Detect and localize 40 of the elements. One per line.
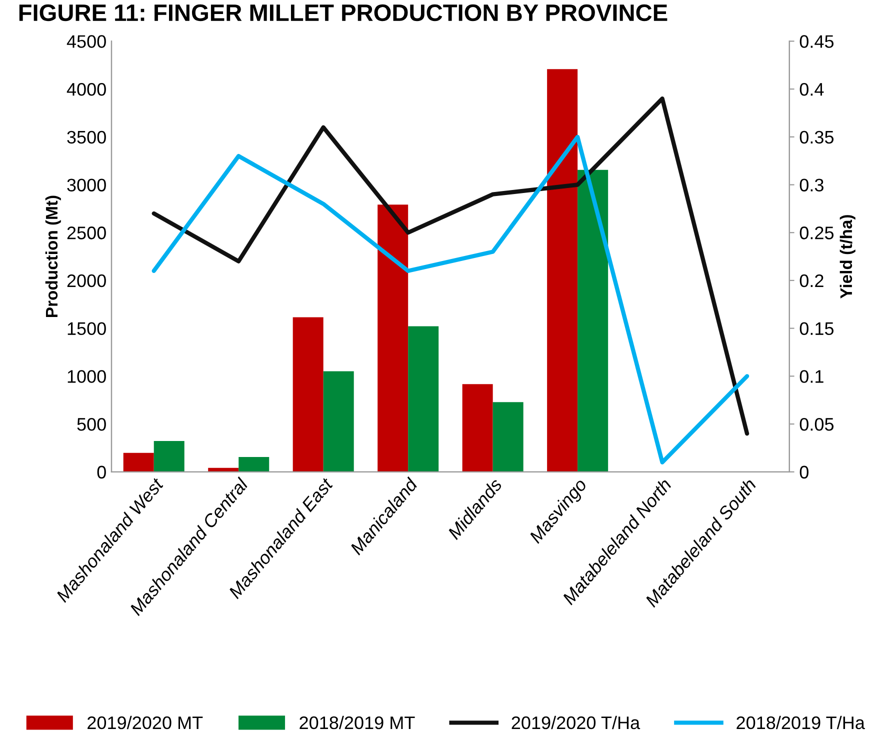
legend-label: 2018/2019 T/Ha [736,716,865,730]
legend-label: 2018/2019 MT [300,716,415,730]
bar [123,452,154,472]
y-axis-title: Production (Mt) [45,196,61,317]
bar [547,69,578,472]
y2-tick-label: 0.1 [800,370,824,383]
y-tick-label: 4000 [66,82,106,96]
bar [462,384,493,472]
y2-tick-label: 0.15 [800,322,834,336]
line-series [152,134,750,464]
y-tick-label: 4500 [66,35,106,48]
y2-tick-label: 0.3 [800,178,824,192]
bar [408,326,439,472]
y-tick-label: 2500 [67,226,106,240]
y2-tick-label: 0.05 [800,418,834,431]
y-tick-label: 1500 [68,322,106,336]
bar [492,402,524,472]
legend-label: 2019/2020 T/Ha [512,716,640,730]
y-tick-label: 2000 [67,274,106,288]
y-tick-label: 500 [77,418,106,431]
bar [323,371,354,472]
y2-tick-label: 0.25 [800,226,834,240]
y2-tick-label: 0.2 [800,274,824,288]
bar [238,456,270,472]
y-tick-label: 3000 [67,178,106,192]
bar [292,317,324,472]
y2-axis-title: Yield (t/ha) [840,215,856,299]
y2-tick-label: 0 [800,466,808,479]
y-tick-label: 1000 [68,370,106,383]
y-tick-label: 0 [97,466,106,479]
y2-tick-label: 0.4 [800,82,824,96]
line-series [152,96,750,436]
y2-tick-label: 0.35 [800,130,834,144]
y2-tick-label: 0.45 [800,35,834,48]
y-tick-label: 3500 [67,130,106,144]
bar [378,204,408,472]
bar [578,170,608,472]
bar [154,440,184,472]
chart-title: FIGURE 11: FINGER MILLET PRODUCTION BY PROVINCE [19,4,668,22]
legend-label: 2019/2020 MT [88,716,203,730]
